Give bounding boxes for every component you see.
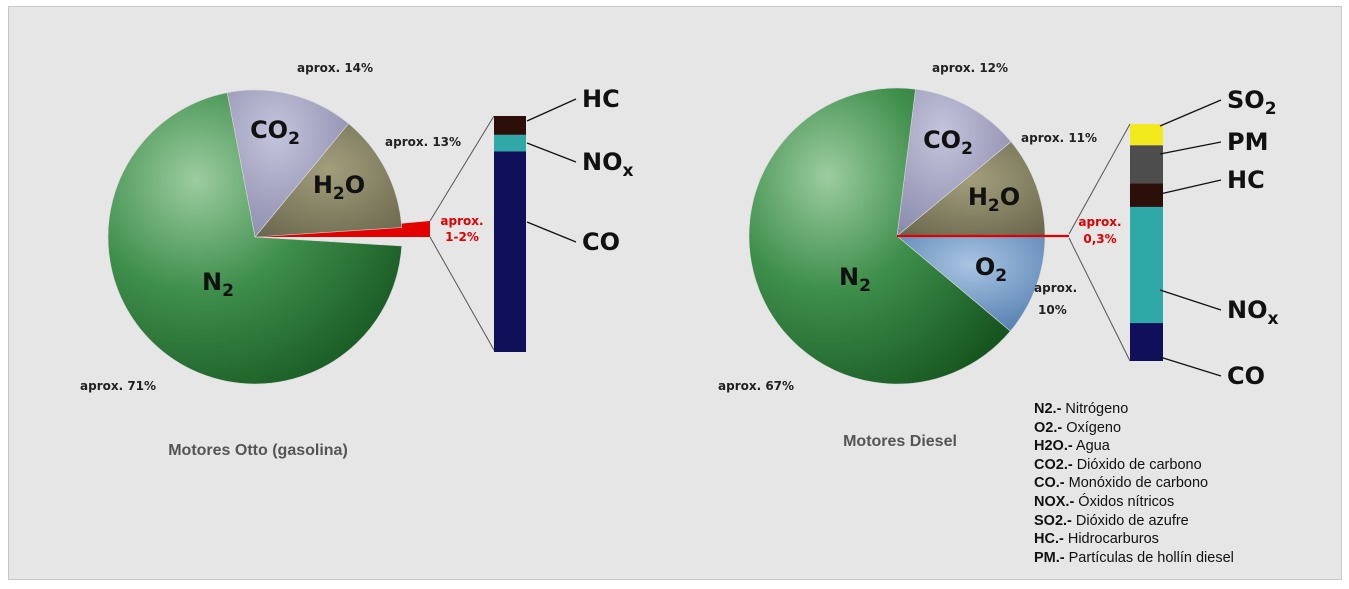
- annotation-n2-diesel: aprox. 67%: [718, 379, 794, 393]
- slice-o2-diesel: [896, 235, 1046, 332]
- annotation-contaminantes-otto-value: 1-2%: [445, 230, 479, 244]
- legend-description: Óxidos nítricos: [1074, 493, 1175, 510]
- legend-item: O2.- Oxígeno: [1034, 419, 1334, 438]
- annotation-co2-otto: aprox. 14%: [297, 61, 373, 75]
- legend-item: PM.- Partículas de hollín diesel: [1034, 549, 1334, 568]
- zoom-line-top-otto: [429, 115, 495, 222]
- legend-code: N2.-: [1034, 401, 1062, 417]
- leader-hc-otto: [526, 98, 577, 122]
- annotation-o2-diesel-value: 10%: [1038, 303, 1067, 317]
- legend-code: CO2.-: [1034, 456, 1073, 473]
- zoom-line-top-diesel: [1068, 123, 1131, 235]
- leader-pm-diesel: [1159, 141, 1222, 155]
- slice-h2o-otto: [254, 123, 403, 238]
- bar-label-so2-diesel: SO2: [1227, 86, 1277, 119]
- bar-segment-hc-otto: [494, 116, 526, 135]
- slice-label-h2o-otto: H2O: [313, 171, 365, 204]
- caption-otto: Motores Otto (gasolina): [168, 442, 348, 459]
- bar-label-co-diesel: CO: [1227, 362, 1265, 390]
- slice-co2-otto: [226, 89, 349, 238]
- zoom-line-bottom-diesel: [1068, 237, 1131, 362]
- bar-segment-nox-diesel: [1130, 206, 1163, 324]
- annotation-contaminantes-diesel-value: 0,3%: [1083, 232, 1116, 246]
- bar-label-co-otto: CO: [582, 228, 620, 256]
- bar-label-hc-diesel: HC: [1227, 166, 1265, 194]
- leader-hc-diesel: [1159, 179, 1222, 195]
- bar-segment-pm-diesel: [1130, 145, 1163, 184]
- leader-so2-diesel: [1159, 99, 1222, 127]
- bar-label-nox-otto: NOx: [582, 148, 634, 181]
- legend-code: H2O.-: [1034, 438, 1073, 455]
- slice-co2-diesel: [896, 88, 1012, 237]
- legend-item: CO.- Monóxido de carbono: [1034, 474, 1334, 493]
- caption-diesel: Motores Diesel: [843, 433, 957, 450]
- legend-description: Monóxido de carbono: [1064, 475, 1209, 492]
- legend-item: H2O.- Agua: [1034, 437, 1334, 456]
- legend-code: O2.-: [1034, 419, 1063, 436]
- slice-h2o-diesel: [896, 141, 1046, 237]
- leader-co-otto: [526, 221, 577, 243]
- legend-code: SO2.-: [1034, 512, 1072, 529]
- slice-n2-diesel: [748, 87, 1011, 385]
- legend-item: NOX.- Óxidos nítricos: [1034, 493, 1334, 512]
- leader-co-diesel: [1159, 356, 1222, 377]
- bar-segment-hc-diesel: [1130, 183, 1163, 207]
- bar-segment-nox-otto: [494, 134, 526, 152]
- slice-label-n2-diesel: N2: [839, 263, 871, 296]
- legend-description: Partículas de hollín diesel: [1064, 549, 1234, 566]
- slice-label-h2o-diesel: H2O: [968, 183, 1020, 216]
- annotation-contaminantes-diesel: aprox.: [1078, 215, 1121, 229]
- annotation-contaminantes-otto: aprox.: [440, 214, 483, 228]
- legend-description: Nitrógeno: [1061, 401, 1129, 417]
- legend-item: N2.- Nitrógeno: [1034, 400, 1334, 419]
- annotation-h2o-otto: aprox. 13%: [385, 135, 461, 149]
- bar-segment-so2-diesel: [1130, 124, 1163, 146]
- slice-label-co2-otto: CO2: [250, 116, 300, 149]
- bar-label-nox-diesel: NOx: [1227, 296, 1279, 329]
- annotation-o2-diesel: aprox.: [1034, 281, 1077, 295]
- bar-label-hc-otto: HC: [582, 85, 620, 113]
- slice-label-n2-otto: N2: [202, 268, 234, 301]
- legend-description: Oxígeno: [1062, 419, 1122, 436]
- slice-label-o2-diesel: O2: [975, 253, 1007, 286]
- legend-code: HC.-: [1034, 531, 1064, 548]
- legend-item: HC.- Hidrocarburos: [1034, 530, 1334, 549]
- legend-code: PM.-: [1034, 549, 1065, 566]
- bar-segment-co-diesel: [1130, 323, 1163, 361]
- legend-description: Hidrocarburos: [1063, 531, 1159, 548]
- bar-segment-co-otto: [494, 151, 526, 352]
- leader-nox-diesel: [1159, 289, 1222, 311]
- legend-code: CO.-: [1034, 475, 1065, 492]
- annotation-co2-diesel: aprox. 12%: [932, 61, 1008, 75]
- legend: N2.- Nitrógeno O2.- Oxígeno H2O.- Agua CO2.…: [1034, 400, 1334, 567]
- annotation-h2o-diesel: aprox. 11%: [1021, 131, 1097, 145]
- slice-n2-otto: [107, 92, 403, 385]
- leader-nox-otto: [526, 142, 577, 163]
- zoom-line-bottom-otto: [429, 236, 495, 351]
- legend-code: NOX.-: [1034, 493, 1075, 510]
- legend-item: CO2.- Dióxido de carbono: [1034, 456, 1334, 475]
- slice-label-co2-diesel: CO2: [923, 126, 973, 159]
- legend-description: Agua: [1072, 438, 1110, 455]
- annotation-n2-otto: aprox. 71%: [80, 379, 156, 393]
- legend-item: SO2.- Dióxido de azufre: [1034, 512, 1334, 531]
- legend-description: Dióxido de azufre: [1071, 512, 1189, 529]
- legend-description: Dióxido de carbono: [1072, 456, 1202, 473]
- bar-label-pm-diesel: PM: [1227, 128, 1268, 156]
